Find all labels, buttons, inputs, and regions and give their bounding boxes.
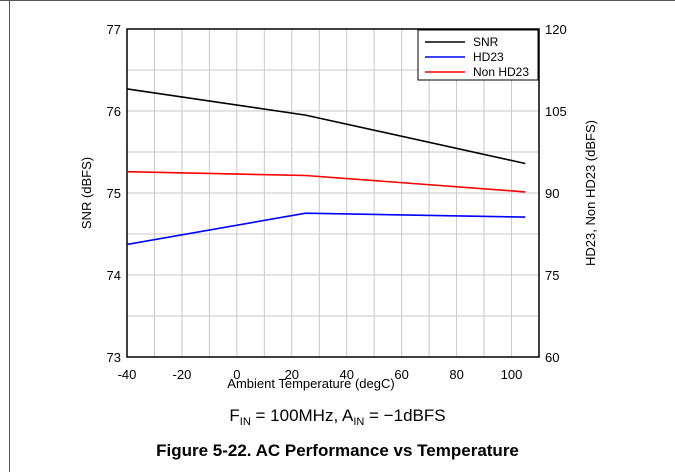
right-y-tick-label: 90 [545,186,559,201]
x-tick-label: -40 [118,367,137,382]
legend-label: SNR [473,35,499,49]
series-line-non-hd23 [126,170,526,193]
left-y-tick-label: 75 [107,186,121,201]
right-y-tick-label: 120 [545,22,567,37]
test-condition-caption: FIN = 100MHz, AIN = −1dBFS [0,406,675,428]
x-tick-label: 40 [339,367,353,382]
right-y-tick-label: 75 [545,268,559,283]
x-tick-label: 60 [394,367,408,382]
plot-area [126,28,540,358]
left-y-tick-label: 73 [107,350,121,365]
series-lines [126,88,526,246]
right-y-tick-label: 105 [545,104,567,119]
legend-label: Non HD23 [473,65,529,79]
right-y-axis-label: HD23, Non HD23 (dBFS) [583,120,598,266]
cond-a-sub: IN [353,416,365,428]
cond-f: F [229,406,240,425]
page-top-border [0,0,675,1]
page-left-border [9,0,10,472]
x-tick-labels: -40 -20 0 20 40 60 80 100 [118,367,523,382]
cond-f-sub: IN [239,416,251,428]
left-y-tick-label: 77 [107,22,121,37]
figure-caption: Figure 5-22. AC Performance vs Temperatu… [156,441,519,460]
x-tick-label: 80 [449,367,463,382]
x-tick-label: -20 [173,367,192,382]
x-tick-label: 20 [285,367,299,382]
left-y-tick-labels: 73 74 75 76 77 [107,22,121,365]
x-tick-label: 100 [501,367,523,382]
left-y-tick-label: 76 [107,104,121,119]
left-y-axis-label: SNR (dBFS) [79,157,94,229]
left-y-tick-label: 74 [107,268,121,283]
x-axis-label: Ambient Temperature (degC) [227,376,394,391]
series-line-hd23 [126,212,526,246]
series-line-snr [126,88,526,165]
x-tick-label: 0 [233,367,240,382]
ac-performance-chart: -40 -20 0 20 40 60 80 100 73 74 75 76 77 60 75 90 105 1… [79,22,598,391]
cond-mid: = 100MHz, A [250,406,354,425]
legend-label: HD23 [473,50,504,64]
cond-end: = −1dBFS [364,406,446,425]
right-y-tick-label: 60 [545,350,559,365]
right-y-tick-labels: 60 75 90 105 120 [545,22,567,365]
